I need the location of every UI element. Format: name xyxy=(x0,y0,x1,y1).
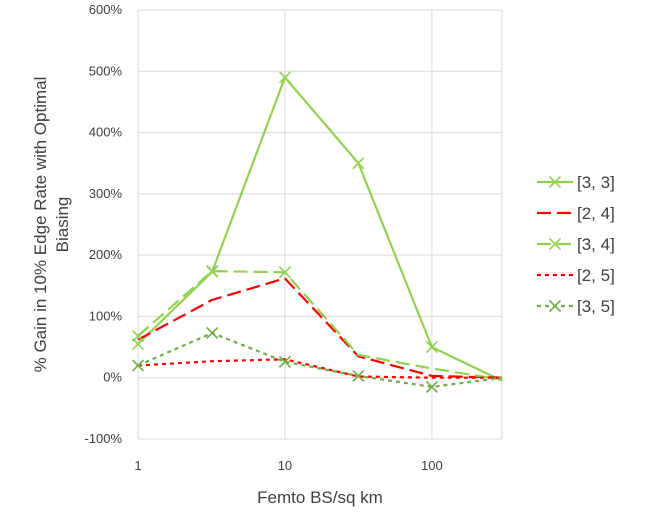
legend-item: [3, 5] xyxy=(537,297,615,316)
x-axis-title: Femto BS/sq km xyxy=(257,488,383,507)
data-point-marker xyxy=(278,71,292,84)
series-3 xyxy=(137,358,502,379)
legend-item: [2, 5] xyxy=(537,266,615,285)
data-point-marker xyxy=(352,157,365,170)
marker-stroke xyxy=(206,326,219,340)
marker-stroke xyxy=(278,266,292,279)
marker-stroke xyxy=(548,299,562,313)
y-tick-label: 0% xyxy=(103,370,122,385)
legend-item: [2, 4] xyxy=(537,204,615,223)
legend-item: [3, 4] xyxy=(537,235,615,254)
data-point-marker xyxy=(206,265,219,278)
marker-stroke xyxy=(131,329,145,343)
y-tick-label: 200% xyxy=(89,247,123,262)
x-tick-label: 1 xyxy=(134,458,141,473)
data-point-marker xyxy=(278,266,292,279)
marker-stroke xyxy=(425,341,438,354)
data-point-marker xyxy=(352,369,365,382)
y-tick-label: 100% xyxy=(89,308,123,323)
marker-stroke xyxy=(278,71,292,84)
marker-stroke xyxy=(352,157,365,170)
x-tick-label: 10 xyxy=(278,458,292,473)
legend-item: [3, 3] xyxy=(537,173,615,192)
series-layer xyxy=(131,71,503,393)
legend-label: [2, 5] xyxy=(577,266,615,285)
y-axis-title-line-1: % Gain in 10% Edge Rate with Optimal xyxy=(31,77,50,373)
y-tick-label: 400% xyxy=(89,125,123,140)
data-point-marker xyxy=(131,359,145,372)
series-1 xyxy=(137,277,503,379)
series-line xyxy=(137,76,503,382)
y-tick-label: -100% xyxy=(84,431,122,446)
series-line xyxy=(137,270,503,381)
marker-stroke xyxy=(352,369,365,382)
series-line xyxy=(137,358,502,379)
series-line xyxy=(137,331,503,388)
series-4 xyxy=(131,326,503,393)
y-tick-label: 600% xyxy=(89,2,123,17)
series-2 xyxy=(131,265,503,381)
data-point-marker xyxy=(206,326,219,340)
data-point-marker xyxy=(278,355,292,368)
marker-stroke xyxy=(425,380,438,393)
tick-labels: 600% 500% 400% 300% 200% 100% 0% -100% 1 10 100 xyxy=(84,2,442,473)
marker-stroke xyxy=(548,175,562,189)
marker-stroke xyxy=(278,355,292,368)
marker-stroke xyxy=(548,237,562,251)
legend-label: [3, 5] xyxy=(577,297,615,316)
x-tick-label: 100 xyxy=(421,458,443,473)
series-line xyxy=(137,277,503,379)
legend-marker xyxy=(548,237,562,251)
legend: [3, 3] [2, 4] [3, 4] [2, 5] [3, 5] xyxy=(537,173,615,316)
y-axis-title-line-2: Biasing xyxy=(53,197,72,253)
data-point-marker xyxy=(425,380,438,393)
data-point-marker xyxy=(131,329,145,343)
data-point-marker xyxy=(425,341,438,354)
marker-stroke xyxy=(206,265,219,278)
legend-marker xyxy=(548,175,562,189)
y-tick-label: 500% xyxy=(89,63,123,78)
legend-label: [3, 4] xyxy=(577,235,615,254)
gridlines xyxy=(137,9,503,440)
series-0 xyxy=(131,71,503,382)
marker-stroke xyxy=(131,359,145,372)
legend-label: [3, 3] xyxy=(577,173,615,192)
legend-marker xyxy=(548,299,562,313)
y-tick-label: 300% xyxy=(89,186,123,201)
legend-label: [2, 4] xyxy=(577,204,615,223)
